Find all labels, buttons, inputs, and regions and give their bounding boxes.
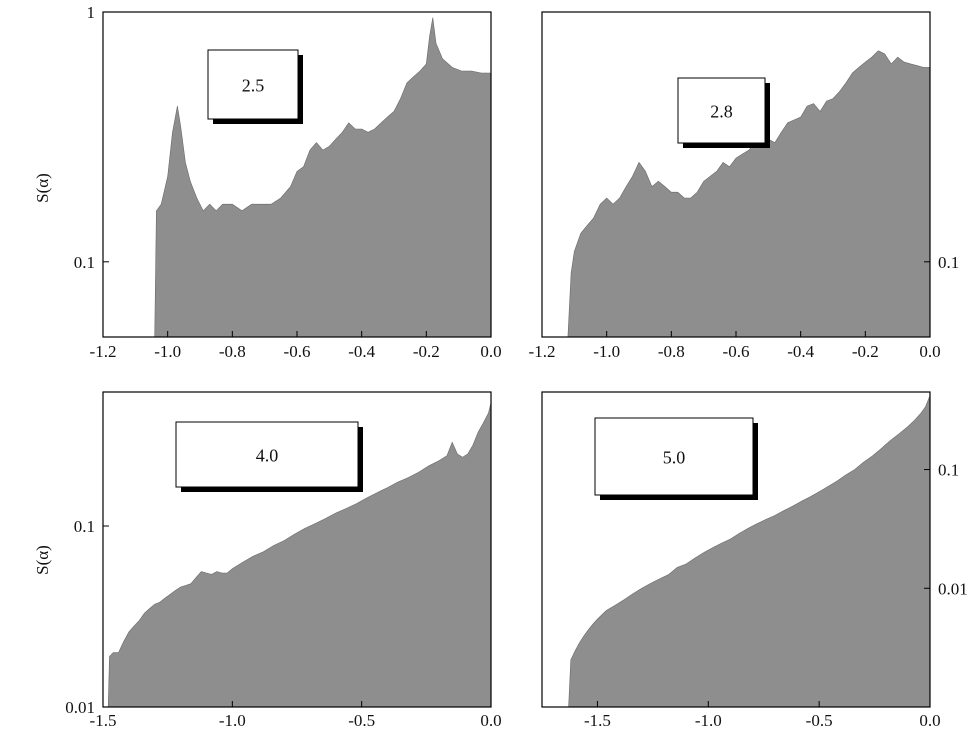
panel-label: 2.5 <box>242 76 265 96</box>
x-tick-label: -0.5 <box>806 711 833 730</box>
y-tick-label: 0.1 <box>938 253 959 272</box>
x-tick-label: -0.2 <box>852 342 879 361</box>
label-box <box>677 77 766 144</box>
x-tick-label: -1.0 <box>695 711 722 730</box>
y-tick-label: 0.1 <box>74 517 95 536</box>
x-tick-label: -1.2 <box>90 342 117 361</box>
y-axis-title: S(α) <box>33 545 52 575</box>
x-tick-label: -0.6 <box>723 342 750 361</box>
label-box <box>175 421 359 488</box>
y-tick-label: 0.01 <box>65 698 95 717</box>
x-tick-label: -0.8 <box>658 342 685 361</box>
x-tick-label: 0.0 <box>480 342 501 361</box>
y-tick-label: 0.01 <box>938 579 968 598</box>
x-tick-label: -0.5 <box>348 711 375 730</box>
x-tick-label: -0.2 <box>413 342 440 361</box>
x-tick-label: 0.0 <box>919 342 940 361</box>
plot-frame <box>541 391 931 708</box>
x-tick-label: 0.0 <box>919 711 940 730</box>
panel-label: 5.0 <box>663 448 686 468</box>
area-series <box>103 17 492 338</box>
panel-1: -1.2 -1.0 -0.8 -0.6 -0.4 -0.2 0.0 1 0.1 S(α) 2.5 <box>33 3 502 361</box>
x-tick-label: -0.8 <box>219 342 246 361</box>
x-tick-label: -1.5 <box>90 711 117 730</box>
y-tick-label: 0.1 <box>938 461 959 480</box>
x-tick-label: -0.4 <box>348 342 375 361</box>
x-tick-label: -0.6 <box>284 342 311 361</box>
x-tick-label: 0.0 <box>480 711 501 730</box>
panel-label: 4.0 <box>256 446 279 466</box>
x-tick-label: -1.0 <box>593 342 620 361</box>
y-tick-label: 1 <box>87 3 96 22</box>
y-tick-label: 0.1 <box>74 253 95 272</box>
label-box <box>207 49 299 120</box>
panel-3: -1.5 -1.0 -0.5 0.0 0.1 0.01 S(α) 4.0 <box>33 391 502 730</box>
x-tick-label: -1.5 <box>584 711 611 730</box>
x-tick-label: -0.4 <box>787 342 814 361</box>
panel-2: -1.2 -1.0 -0.8 -0.6 -0.4 -0.2 0.0 0.1 2.8 <box>529 11 959 361</box>
y-axis-title: S(α) <box>33 173 52 203</box>
x-tick-label: -1.0 <box>219 711 246 730</box>
x-tick-label: -1.0 <box>154 342 181 361</box>
plot-frame <box>102 391 492 708</box>
panel-label: 2.8 <box>710 102 733 122</box>
area-series <box>103 402 492 708</box>
label-box <box>594 417 754 496</box>
panel-4: -1.5 -1.0 -0.5 0.0 0.1 0.01 5.0 <box>541 391 968 730</box>
area-series <box>542 50 931 338</box>
x-tick-label: -1.2 <box>529 342 556 361</box>
area-series <box>542 395 931 708</box>
